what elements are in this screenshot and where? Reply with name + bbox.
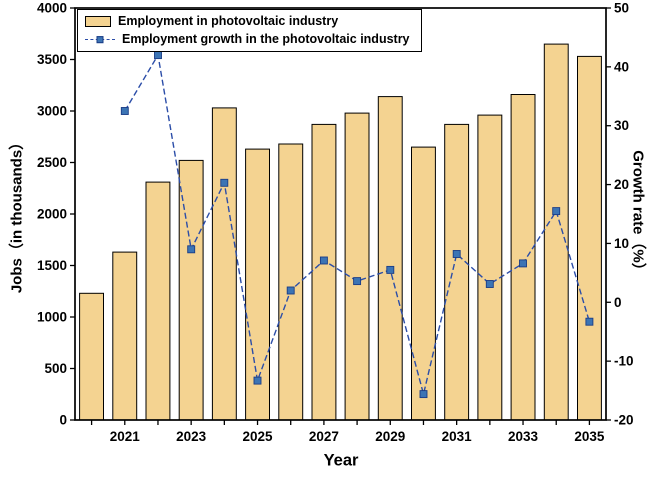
x-tick-label: 2033 — [508, 429, 539, 444]
legend-item-employment: Employment in photovoltaic industry — [85, 14, 410, 28]
employment-bar — [79, 292, 104, 421]
employment-bar — [377, 96, 403, 421]
x-tick-label: 2029 — [375, 429, 405, 444]
legend-item-growth: Employment growth in the photovoltaic in… — [85, 32, 410, 46]
left-tick-label: 500 — [44, 361, 67, 376]
growth-marker — [253, 376, 262, 385]
right-tick-label: 10 — [614, 236, 629, 251]
growth-marker — [485, 280, 494, 288]
right-tick-label: 0 — [614, 295, 622, 310]
x-tick-label: 2025 — [243, 429, 274, 444]
growth-marker — [552, 207, 561, 216]
growth-marker — [519, 259, 527, 268]
left-tick-label: 2500 — [37, 155, 67, 170]
right-axis-title: Growth rate（%） — [629, 150, 647, 278]
employment-bar — [311, 123, 337, 421]
x-axis-title: Year — [323, 451, 359, 470]
growth-marker — [154, 51, 162, 60]
growth-marker — [386, 265, 395, 274]
right-tick-label: 50 — [614, 1, 629, 16]
employment-bar — [411, 146, 436, 421]
employment-bar — [112, 251, 138, 421]
bar-swatch-icon — [85, 15, 111, 27]
plot-frame — [74, 7, 607, 421]
left-tick-label: 3000 — [37, 104, 67, 119]
growth-marker — [353, 277, 362, 286]
growth-marker — [585, 317, 594, 326]
growth-marker — [452, 250, 461, 258]
x-tick-label: 2023 — [176, 429, 207, 444]
employment-bar — [444, 123, 470, 421]
right-tick-label: -20 — [614, 413, 634, 428]
employment-bar — [344, 112, 370, 421]
line-marker-swatch-icon — [85, 38, 115, 40]
legend-label-growth: Employment growth in the photovoltaic in… — [122, 32, 410, 46]
right-tick-label: 20 — [614, 177, 629, 192]
right-tick-label: -10 — [614, 354, 634, 369]
growth-marker — [220, 178, 229, 187]
left-tick-label: 3500 — [37, 52, 67, 67]
legend-label-employment: Employment in photovoltaic industry — [118, 14, 339, 28]
left-tick-label: 4000 — [37, 1, 67, 16]
right-tick-label: 40 — [614, 59, 629, 74]
growth-marker — [319, 256, 328, 265]
x-tick-label: 2031 — [442, 429, 473, 444]
employment-bar — [145, 181, 171, 421]
employment-bar — [510, 94, 536, 421]
employment-bar — [477, 114, 503, 421]
legend: Employment in photovoltaic industry Empl… — [77, 9, 422, 52]
growth-marker — [187, 245, 196, 254]
left-axis-title: Jobs（in thousands） — [8, 134, 26, 294]
x-tick-label: 2027 — [309, 429, 339, 444]
employment-bar — [543, 43, 569, 421]
x-tick-label: 2021 — [110, 429, 141, 444]
x-tick-label: 2035 — [574, 429, 605, 444]
left-tick-label: 2000 — [37, 207, 67, 222]
left-tick-label: 0 — [59, 413, 67, 428]
growth-marker — [419, 390, 428, 399]
growth-marker — [286, 286, 295, 295]
growth-marker — [120, 107, 129, 115]
employment-bar — [211, 107, 237, 421]
left-tick-label: 1500 — [37, 258, 67, 273]
left-tick-label: 1000 — [37, 310, 67, 325]
right-tick-label: 30 — [614, 118, 629, 133]
employment-bar — [577, 55, 602, 421]
